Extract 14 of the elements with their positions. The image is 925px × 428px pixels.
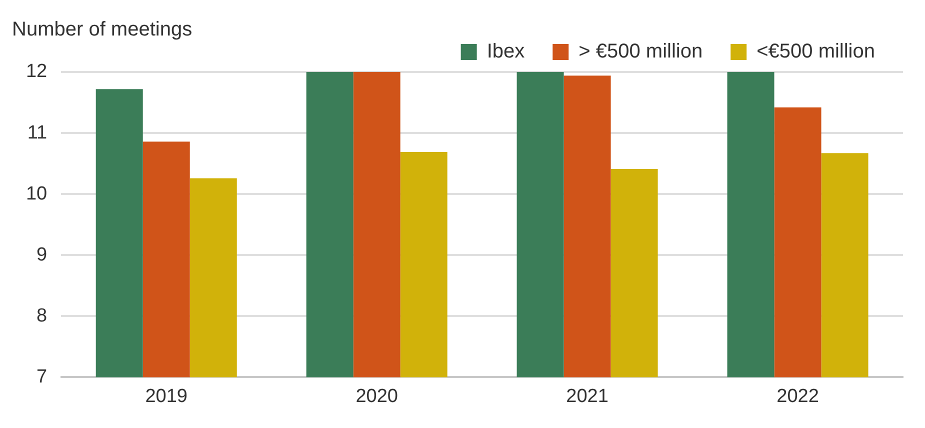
x-tick-label: 2022 [776, 386, 819, 407]
x-tick-label: 2019 [145, 386, 188, 407]
y-axis-title: Number of meetings [12, 18, 192, 41]
legend-label: Ibex [486, 40, 525, 63]
y-tick-label: 10 [26, 183, 48, 204]
legend-label: <€500 million [756, 40, 876, 63]
x-tick-label: 2021 [566, 386, 608, 407]
y-tick-label: 12 [26, 61, 48, 82]
y-tick-label: 9 [36, 244, 48, 266]
y-tick-label: 8 [36, 305, 48, 326]
y-tick-label: 7 [36, 366, 48, 388]
y-tick-label: 11 [27, 122, 48, 144]
legend-label: > €500 million [578, 40, 703, 63]
x-tick-label: 2020 [356, 386, 398, 407]
